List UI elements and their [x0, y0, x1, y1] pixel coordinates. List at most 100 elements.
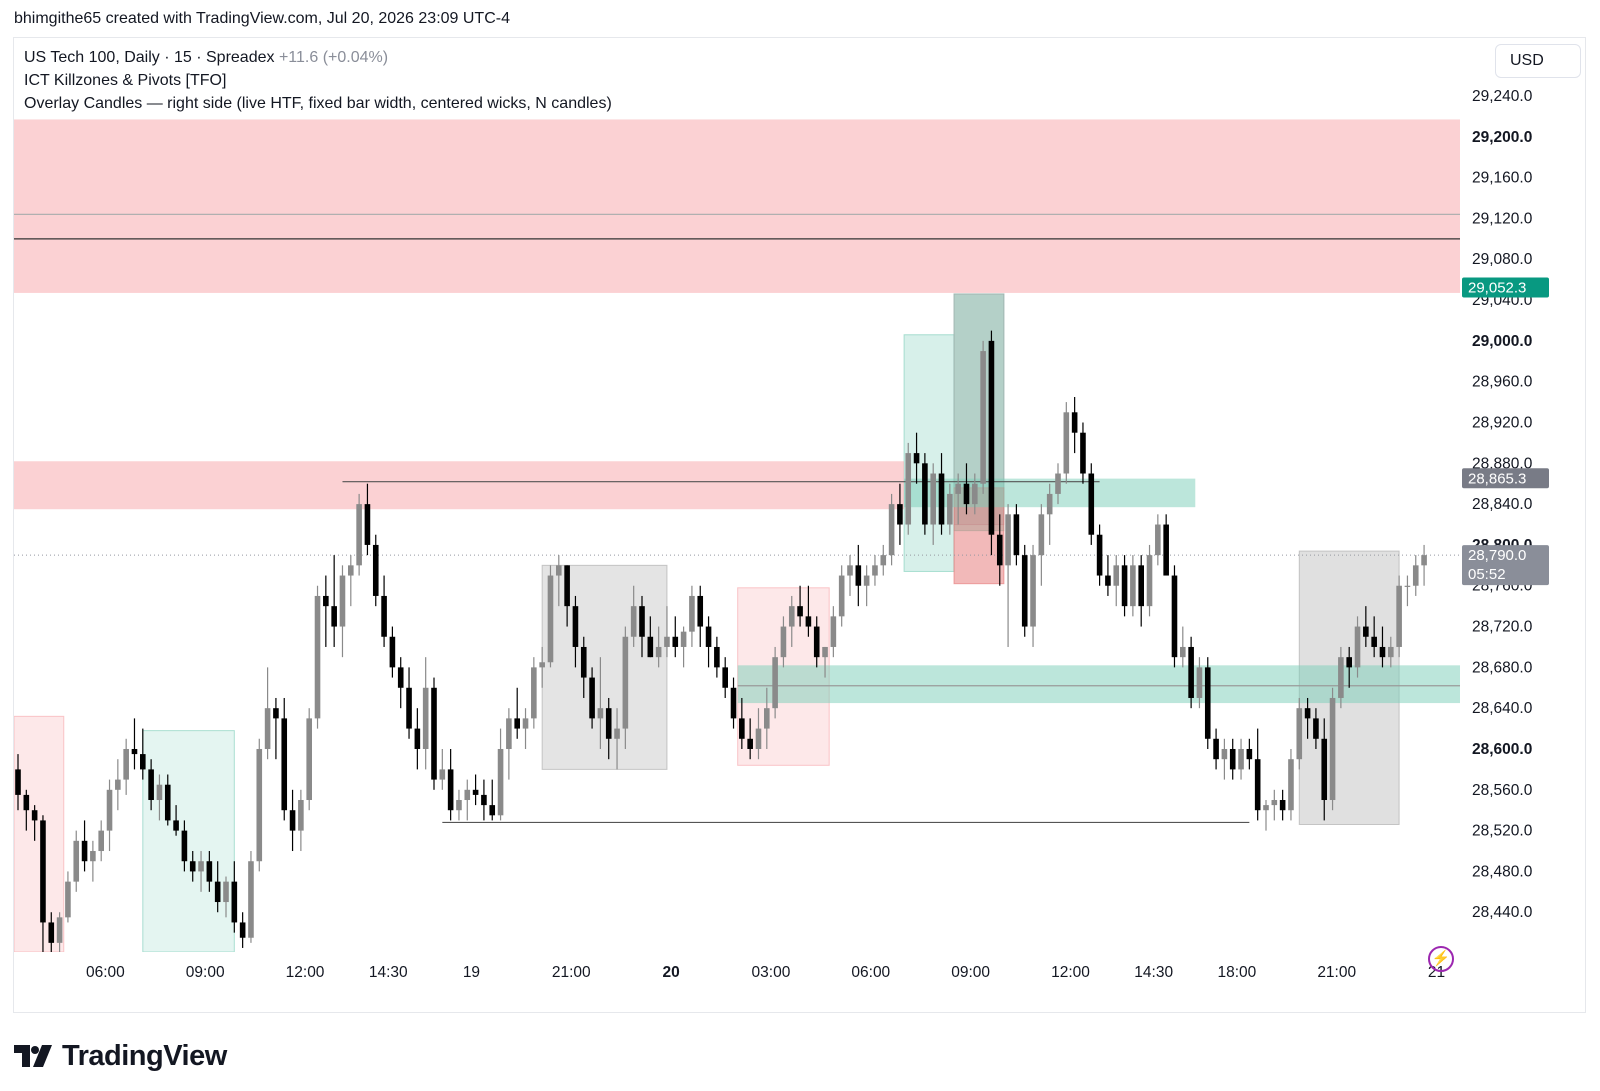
candle: [639, 595, 645, 658]
candle-body: [273, 708, 279, 719]
y-tick-label: 28,680.0: [1472, 659, 1533, 676]
symbol-row[interactable]: US Tech 100, Daily · 15 · Spreadex +11.6…: [24, 46, 612, 69]
candle-body: [1046, 493, 1053, 515]
candle: [1071, 396, 1078, 454]
candle-body: [447, 769, 454, 811]
session-box-2: [541, 564, 668, 770]
candle-body: [431, 687, 437, 780]
candle: [298, 789, 304, 852]
candle: [164, 774, 171, 826]
candle: [1396, 575, 1402, 658]
candle: [289, 789, 296, 852]
y-tick-label: 28,600.0: [1472, 741, 1532, 758]
candle-body: [714, 646, 720, 668]
candle-body: [830, 616, 837, 647]
candle: [1313, 708, 1319, 749]
candle: [597, 657, 604, 749]
candle-body: [905, 453, 912, 525]
candle-body: [1271, 800, 1278, 806]
indicator-1-label[interactable]: ICT Killzones & Pivots [TFO]: [24, 72, 227, 89]
candle: [1329, 687, 1336, 811]
candle-body: [331, 606, 337, 627]
candle-body: [597, 708, 604, 719]
candle-body: [930, 473, 936, 525]
candle-body: [1105, 575, 1111, 586]
candle-body: [90, 851, 96, 862]
candle-body: [556, 565, 562, 576]
candle: [1080, 422, 1086, 484]
candle: [988, 330, 995, 556]
resistance-zone-0: [14, 119, 1460, 293]
candle-body: [1080, 432, 1086, 474]
candle: [788, 595, 795, 647]
candle: [922, 453, 928, 535]
candle-body: [689, 595, 695, 632]
candle-body: [705, 626, 712, 647]
candle: [56, 912, 63, 952]
candle: [1171, 565, 1178, 668]
x-tick-label: 14:30: [369, 964, 408, 981]
candle-body: [847, 565, 853, 576]
indicator-2-label[interactable]: Overlay Candles — right side (live HTF, …: [24, 95, 612, 112]
currency-button[interactable]: USD: [1495, 44, 1581, 78]
candle: [755, 708, 762, 760]
price-label-text: 28,790.0: [1468, 547, 1526, 564]
candle-body: [489, 805, 496, 816]
candle-body: [697, 595, 704, 627]
candle: [1296, 697, 1303, 770]
candle: [1229, 738, 1236, 780]
candle-body: [1363, 626, 1369, 637]
candle: [547, 565, 554, 668]
candle-body: [1113, 565, 1120, 586]
candle-body: [1229, 748, 1236, 770]
candle: [464, 779, 471, 821]
candle: [431, 677, 437, 790]
candle-body: [1346, 657, 1352, 668]
candle-body: [256, 748, 263, 862]
candle: [1105, 555, 1111, 596]
candle-body: [1246, 748, 1253, 760]
candle: [1421, 544, 1427, 586]
candle-body: [672, 636, 679, 647]
symbol-title[interactable]: US Tech 100, Daily · 15 · Spreadex: [24, 49, 275, 66]
candle: [1163, 514, 1169, 576]
candle-body: [855, 565, 862, 586]
price-label-0: 29,052.3: [1462, 277, 1549, 298]
candle: [930, 463, 936, 545]
candle-body: [780, 626, 787, 658]
candle-body: [980, 351, 986, 484]
candle-body: [223, 881, 229, 903]
candle-body: [164, 784, 171, 821]
y-tick-label: 28,720.0: [1472, 619, 1533, 636]
candle: [655, 626, 662, 668]
candle-body: [123, 748, 129, 780]
candle-body: [506, 718, 512, 749]
candle-body: [1329, 697, 1336, 801]
candle: [647, 616, 654, 658]
candle: [23, 789, 30, 831]
candle-body: [339, 575, 346, 627]
candle-body: [1213, 738, 1219, 760]
candle-body: [1021, 555, 1028, 627]
candle: [1254, 728, 1261, 821]
candle: [905, 442, 912, 535]
lightning-icon[interactable]: ⚡: [1428, 946, 1454, 972]
candle-body: [863, 575, 870, 586]
candle: [372, 534, 379, 607]
candle-body: [547, 575, 554, 663]
candle-body: [572, 606, 579, 647]
candle: [239, 912, 246, 948]
candle-body: [1196, 667, 1203, 698]
price-change: +11.6 (+0.04%): [278, 49, 389, 66]
candle: [306, 708, 312, 811]
candle: [189, 851, 196, 882]
candle-body: [65, 881, 71, 918]
x-tick-label: 12:00: [1051, 964, 1090, 981]
candle: [140, 728, 146, 780]
tradingview-brand: TradingView: [14, 1040, 227, 1073]
candle: [972, 473, 978, 515]
candle: [1113, 555, 1120, 607]
candle-body: [805, 616, 812, 627]
candle-body: [822, 646, 828, 658]
